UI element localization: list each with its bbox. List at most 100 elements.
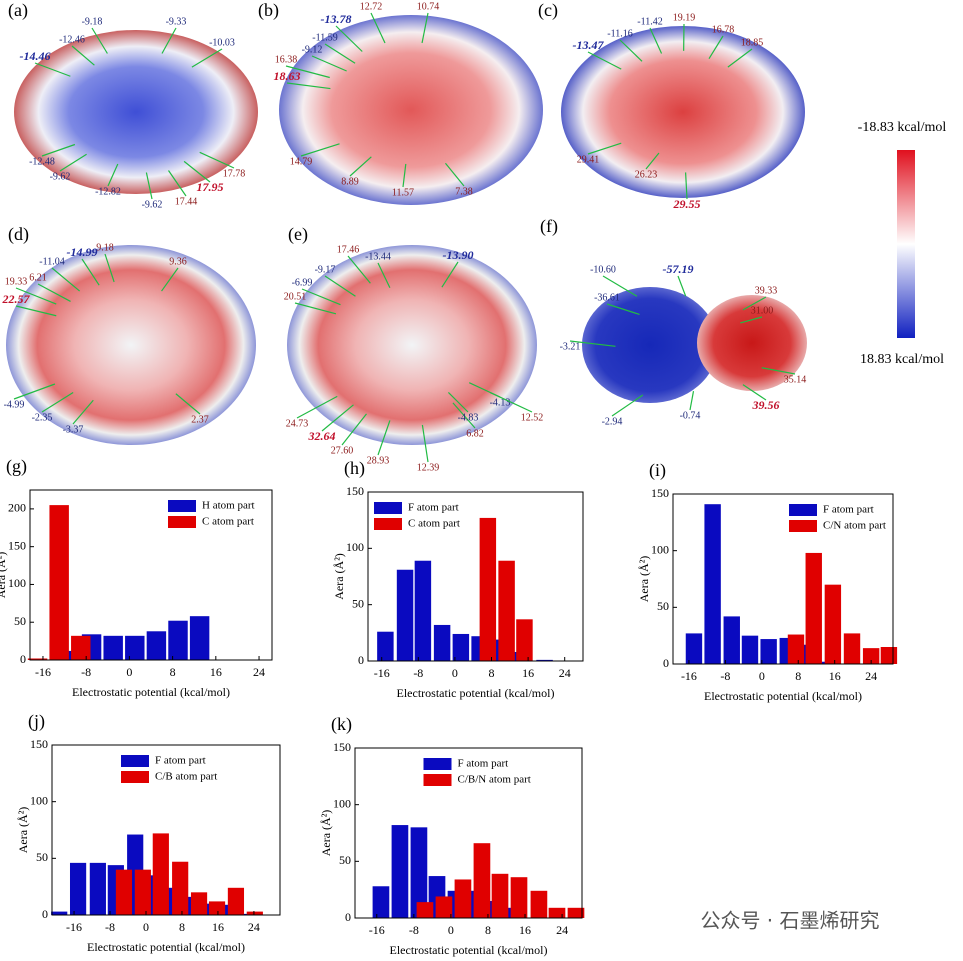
legend-label: C atom part — [408, 518, 460, 530]
y-tick-label: 150 — [8, 538, 26, 552]
pointer-arrow — [441, 261, 459, 288]
pointer-arrow — [321, 404, 354, 432]
watermark: 公众号 · 石墨烯研究 — [700, 909, 879, 933]
x-axis-label: Electrostatic potential (kcal/mol) — [72, 685, 230, 699]
esp-surfaces — [6, 15, 807, 445]
y-axis-label: Aera (Å²) — [16, 807, 30, 854]
esp-value-label: -13.78 — [321, 12, 352, 26]
pointer-arrow — [51, 267, 81, 292]
y-axis-label: Aera (Å²) — [319, 810, 333, 857]
panel-label: (h) — [344, 458, 365, 479]
esp-value-label: 6.21 — [29, 272, 47, 283]
panel-label: (a) — [8, 0, 28, 21]
pointer-arrow — [740, 316, 763, 324]
y-tick-label: 50 — [36, 850, 48, 864]
y-tick-label: 200 — [8, 501, 26, 515]
y-tick-label: 50 — [339, 853, 351, 867]
bar — [536, 659, 553, 661]
pointer-arrow — [341, 413, 367, 446]
x-tick-label: -8 — [720, 669, 730, 683]
panel-label: (j) — [28, 711, 45, 732]
bar — [416, 902, 434, 918]
esp-value-label: -10.60 — [590, 264, 616, 275]
bar — [227, 887, 245, 915]
x-tick-label: 16 — [522, 666, 534, 680]
esp-value-label: -12.48 — [29, 156, 55, 167]
esp-value-label: 35.14 — [784, 374, 807, 385]
esp-surface — [279, 15, 543, 205]
legend-label: H atom part — [202, 500, 255, 512]
x-tick-label: -16 — [35, 665, 51, 679]
x-axis-label: Electrostatic potential (kcal/mol) — [87, 940, 245, 954]
y-tick-label: 100 — [30, 793, 48, 807]
pointer-arrow — [377, 420, 391, 456]
legend-swatch — [168, 500, 196, 512]
pointer-arrow — [489, 391, 533, 413]
x-tick-label: 8 — [179, 920, 185, 934]
legend-label: F atom part — [458, 758, 509, 770]
plot-frame — [29, 489, 273, 661]
esp-value-label: -11.59 — [312, 32, 337, 43]
plot-frame — [51, 744, 281, 916]
bar — [510, 877, 528, 918]
x-tick-label: 24 — [253, 665, 265, 679]
pointer-arrow — [677, 275, 687, 297]
pointer-arrow — [41, 391, 74, 413]
color-bar-label: -18.83 kcal/mol — [858, 120, 947, 135]
bar — [567, 907, 585, 918]
esp-value-label: 19.19 — [673, 12, 696, 23]
x-tick-label: -16 — [374, 666, 390, 680]
esp-value-label: 12.52 — [521, 412, 544, 423]
pointer-arrow — [569, 340, 616, 347]
esp-value-label: 16.78 — [712, 24, 735, 35]
x-tick-label: -16 — [66, 920, 82, 934]
y-tick-label: 0 — [20, 652, 26, 666]
esp-value-label: -10.03 — [209, 37, 235, 48]
esp-value-label: -0.74 — [680, 410, 701, 421]
pointer-arrow — [301, 288, 341, 306]
panel-label: (e) — [288, 224, 308, 245]
pointer-arrow — [452, 402, 476, 429]
esp-value-label: 31.00 — [751, 305, 774, 316]
legend-label: C/B atom part — [155, 771, 217, 783]
pointer-arrow — [349, 156, 372, 177]
y-axis-label: Aera (Å²) — [637, 556, 651, 603]
x-tick-label: 8 — [489, 666, 495, 680]
esp-value-label: 39.33 — [755, 285, 778, 296]
bar — [377, 631, 394, 661]
pointer-arrow — [602, 275, 638, 297]
esp-value-label: 22.57 — [2, 292, 31, 306]
y-axis-label: Aera (Å²) — [0, 552, 8, 599]
pointer-arrow — [324, 43, 356, 64]
esp-surface — [561, 26, 805, 198]
esp-value-label: -9.62 — [142, 199, 163, 210]
esp-value-label: -3.21 — [560, 341, 581, 352]
legend-label: F atom part — [155, 755, 206, 767]
esp-value-label: -3.37 — [63, 424, 84, 435]
x-axis-label: Electrostatic potential (kcal/mol) — [390, 943, 548, 957]
bar — [843, 633, 861, 664]
pointer-arrow — [285, 65, 330, 79]
pointer-arrow — [81, 258, 100, 286]
x-tick-label: 8 — [795, 669, 801, 683]
pointer-arrow — [34, 62, 71, 77]
pointer-arrow — [619, 39, 643, 62]
pointer-arrow — [447, 392, 469, 413]
esp-value-label: -9.17 — [315, 264, 336, 275]
pointer-arrow — [15, 305, 57, 317]
bar — [146, 631, 167, 660]
pointer-arrow — [377, 262, 391, 289]
esp-value-label: 8.89 — [341, 176, 359, 187]
esp-value-label: 24.73 — [286, 418, 309, 429]
esp-value-label: -4.13 — [490, 397, 511, 408]
pointer-arrow — [296, 395, 338, 419]
esp-value-label: 9.36 — [169, 256, 187, 267]
pointer-arrow — [175, 393, 201, 415]
y-tick-label: 100 — [8, 576, 26, 590]
x-tick-label: 24 — [556, 923, 568, 937]
x-tick-label: 24 — [248, 920, 260, 934]
legend-swatch — [789, 504, 817, 516]
color-bar — [897, 150, 915, 338]
pointer-arrow — [41, 143, 76, 157]
bar — [473, 843, 491, 918]
